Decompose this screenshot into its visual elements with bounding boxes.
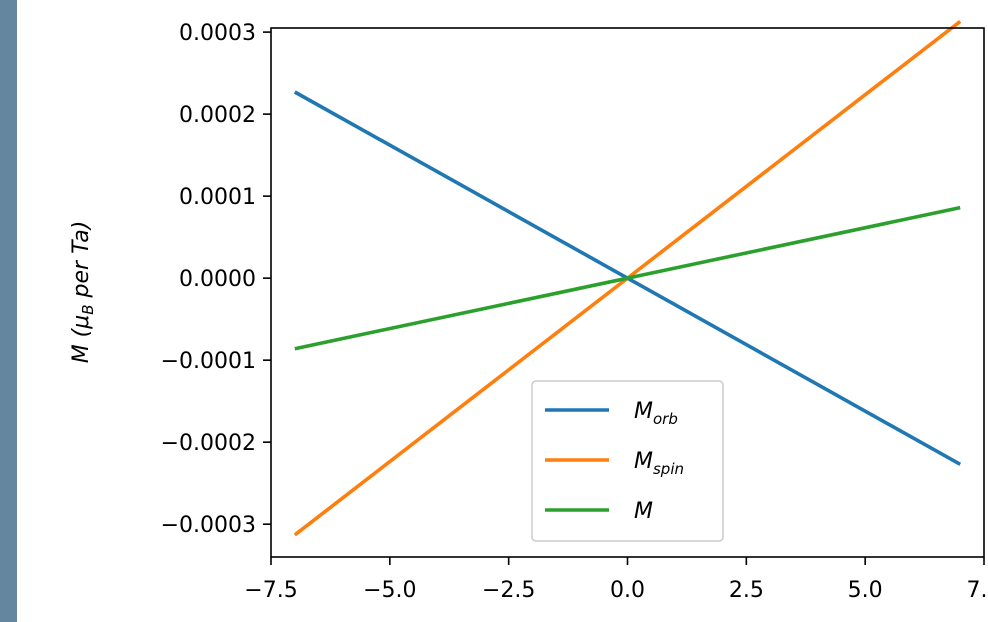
y-axis-label-sub: B xyxy=(79,304,97,314)
y-axis-label-rest: per Ta) xyxy=(69,221,94,305)
x-tick-label: 0.0 xyxy=(610,578,645,603)
y-axis-label: M (μB per Ta) xyxy=(69,221,97,364)
y-tick-label: 0.0000 xyxy=(179,267,256,292)
side-bar xyxy=(0,0,17,622)
x-tick-label: −2.5 xyxy=(482,578,535,603)
y-tick-label: 0.0003 xyxy=(179,21,256,46)
x-tick-label: −5.0 xyxy=(363,578,416,603)
x-tick-label: 7.5 xyxy=(967,578,988,603)
x-axis: −7.5 −5.0 −2.5 0.0 2.5 5.0 7.5 xyxy=(244,557,988,603)
y-tick-label: 0.0002 xyxy=(179,103,256,128)
series-layer xyxy=(293,19,962,537)
y-axis-label-mu: μ xyxy=(69,315,94,330)
legend-box xyxy=(531,380,724,542)
legend-label-total: M xyxy=(634,499,653,524)
y-axis-label-main: M ( xyxy=(69,327,94,363)
y-tick-label: −0.0001 xyxy=(161,349,256,374)
legend-label-orb: Morb xyxy=(634,399,678,428)
series-line-total xyxy=(294,205,961,351)
legend-label-spin: Mspin xyxy=(634,449,684,478)
y-tick-label: −0.0002 xyxy=(161,431,256,456)
legend: Morb Mspin M xyxy=(531,380,724,542)
x-tick-label: −7.5 xyxy=(244,578,297,603)
y-tick-label: −0.0003 xyxy=(161,513,256,538)
y-tick-label: 0.0001 xyxy=(179,185,256,210)
y-axis: 0.0003 0.0002 0.0001 0.0000 −0.0001 −0.0002 −0… xyxy=(161,21,271,538)
x-tick-label: 5.0 xyxy=(848,578,883,603)
x-tick-label: 2.5 xyxy=(729,578,764,603)
